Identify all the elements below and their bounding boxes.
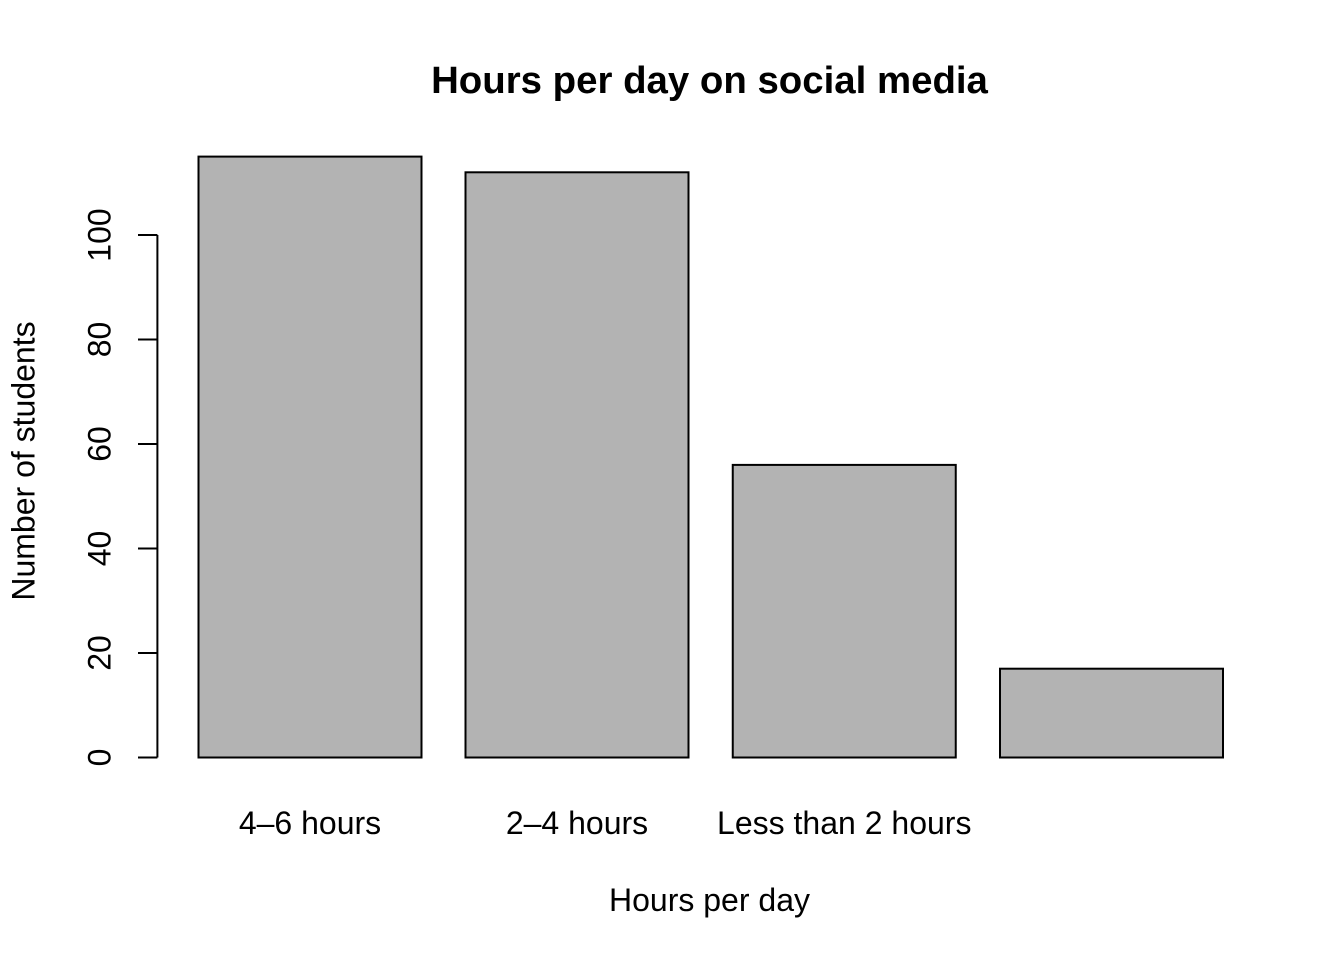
svg-text:80: 80	[82, 322, 118, 358]
svg-text:100: 100	[82, 208, 118, 261]
svg-text:40: 40	[82, 531, 118, 567]
svg-text:Less than 2 hours: Less than 2 hours	[717, 805, 971, 841]
svg-text:4–6 hours: 4–6 hours	[239, 805, 381, 841]
svg-text:60: 60	[82, 426, 118, 462]
svg-text:2–4 hours: 2–4 hours	[506, 805, 648, 841]
svg-text:Hours per day: Hours per day	[609, 882, 810, 918]
svg-text:20: 20	[82, 635, 118, 671]
svg-text:Hours per day on social media: Hours per day on social media	[431, 59, 988, 102]
svg-text:Number of students: Number of students	[6, 321, 42, 600]
svg-text:0: 0	[82, 749, 118, 767]
